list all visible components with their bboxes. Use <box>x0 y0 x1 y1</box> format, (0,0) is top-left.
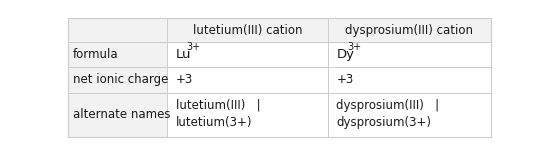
Text: dysprosium(III) cation: dysprosium(III) cation <box>345 24 473 36</box>
Bar <box>328 18 490 42</box>
Text: Dy: Dy <box>336 48 354 61</box>
Text: lutetium(3+): lutetium(3+) <box>176 116 252 129</box>
Bar <box>167 18 328 42</box>
Bar <box>167 42 328 67</box>
Bar <box>167 67 328 93</box>
Text: alternate names: alternate names <box>73 108 171 121</box>
Text: +3: +3 <box>176 73 193 86</box>
Bar <box>68 93 167 137</box>
Text: net ionic charge: net ionic charge <box>73 73 168 86</box>
Text: Lu: Lu <box>176 48 191 61</box>
Bar <box>68 42 167 67</box>
Bar <box>68 18 167 42</box>
Text: +3: +3 <box>336 73 354 86</box>
Bar <box>328 93 490 137</box>
Text: 3+: 3+ <box>347 42 361 52</box>
Bar <box>68 67 167 93</box>
Text: lutetium(III) cation: lutetium(III) cation <box>193 24 302 36</box>
Text: dysprosium(III)   |: dysprosium(III) | <box>336 99 439 111</box>
Text: dysprosium(3+): dysprosium(3+) <box>336 116 431 129</box>
Bar <box>328 42 490 67</box>
Text: formula: formula <box>73 48 119 61</box>
Bar <box>328 67 490 93</box>
Text: lutetium(III)   |: lutetium(III) | <box>176 99 261 111</box>
Bar <box>167 93 328 137</box>
Text: 3+: 3+ <box>187 42 201 52</box>
